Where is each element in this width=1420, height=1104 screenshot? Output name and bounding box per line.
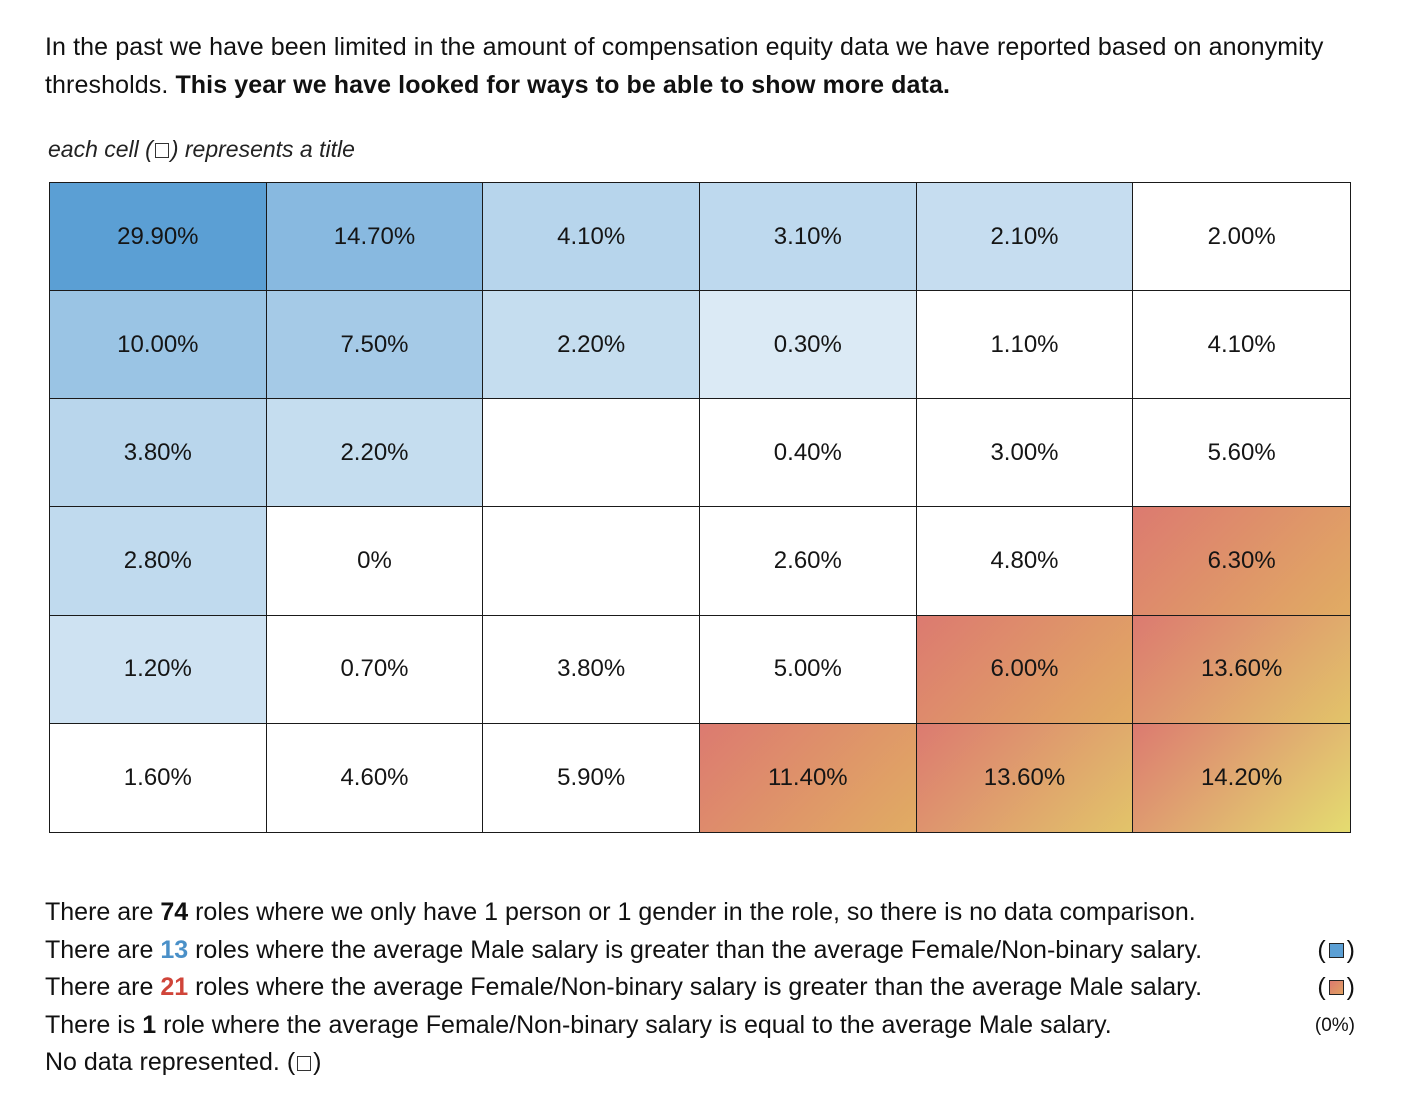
intro-bold-text: This year we have looked for ways to be … bbox=[175, 71, 951, 99]
legend-paren: ) bbox=[1346, 973, 1355, 1001]
legend-paren: ( bbox=[1317, 973, 1326, 1001]
heatmap-cell: 13.60% bbox=[916, 723, 1134, 832]
red-orange-swatch-icon bbox=[1328, 980, 1344, 996]
summary-text: There is bbox=[45, 1010, 143, 1039]
heatmap-cell: 4.80% bbox=[916, 507, 1134, 616]
heatmap-cell: 3.80% bbox=[50, 399, 267, 508]
heatmap-cell: 4.10% bbox=[483, 183, 700, 292]
heatmap-cell: 2.60% bbox=[700, 507, 917, 616]
heatmap-cell: 5.00% bbox=[700, 615, 917, 724]
summary-text: roles where the average Female/Non-binar… bbox=[188, 973, 1203, 1001]
heatmap-cell: 4.10% bbox=[1133, 291, 1350, 400]
heatmap-cell: 2.00% bbox=[1133, 183, 1350, 292]
heatmap-cell bbox=[483, 399, 700, 508]
grid-caption: each cell ( ) represents a title bbox=[48, 136, 355, 163]
empty-cell-icon bbox=[297, 1056, 312, 1071]
heatmap-cell: 2.20% bbox=[483, 291, 700, 400]
caption-after: ) represents a title bbox=[170, 136, 355, 162]
intro-paragraph: In the past we have been limited in the … bbox=[45, 28, 1385, 104]
heatmap-cell: 14.70% bbox=[266, 183, 484, 292]
heatmap-cell: 2.20% bbox=[266, 399, 484, 508]
summary-line-female-greater: There are 21 roles where the average Fem… bbox=[45, 969, 1355, 1007]
summary-line-male-greater: There are 13 roles where the average Mal… bbox=[45, 932, 1355, 970]
summary-text: There are bbox=[45, 973, 161, 1001]
summary-text: There are bbox=[45, 935, 161, 964]
heatmap-cell: 3.80% bbox=[483, 615, 700, 724]
summary-text: No data represented. ( bbox=[45, 1048, 296, 1076]
heatmap-cell: 1.60% bbox=[50, 723, 267, 832]
heatmap-cell: 0.40% bbox=[700, 399, 917, 508]
heatmap-cell: 13.60% bbox=[1133, 615, 1350, 724]
summary-text: roles where the average Male salary is g… bbox=[188, 935, 1203, 964]
count-male-greater: 13 bbox=[160, 935, 189, 964]
heatmap-cell: 1.10% bbox=[916, 291, 1134, 400]
legend-male: () bbox=[1317, 932, 1355, 970]
heatmap-cell: 4.60% bbox=[267, 723, 484, 832]
heatmap-cell: 7.50% bbox=[266, 291, 484, 400]
heatmap-cell: 14.20% bbox=[1133, 723, 1350, 832]
count-equal: 1 bbox=[142, 1010, 157, 1039]
heatmap-grid: 29.90% 14.70% 4.10% 3.10% 2.10% 2.00% 10.00% 7.… bbox=[49, 182, 1351, 833]
heatmap-cell: 10.00% bbox=[50, 291, 267, 400]
summary-text: There are bbox=[45, 898, 161, 926]
heatmap-cell: 2.10% bbox=[916, 183, 1134, 292]
legend-paren: ) bbox=[1346, 935, 1355, 964]
intro-text: In the past we have been limited in the … bbox=[45, 33, 1324, 99]
heatmap-cell: 1.20% bbox=[50, 615, 267, 724]
legend-equal: (0%) bbox=[1314, 1014, 1355, 1036]
heatmap-cell: 11.40% bbox=[700, 723, 917, 832]
summary-text: ) bbox=[313, 1048, 322, 1076]
blue-swatch-icon bbox=[1328, 942, 1344, 958]
heatmap-cell: 3.00% bbox=[916, 399, 1134, 508]
count-no-comparison: 74 bbox=[160, 898, 189, 926]
heatmap-cell: 6.00% bbox=[916, 615, 1134, 724]
summary-line-no-comparison: There are 74 roles where we only have 1 … bbox=[45, 894, 1355, 932]
heatmap-cell: 5.90% bbox=[483, 723, 700, 832]
summary-line-equal: There is 1 role where the average Female… bbox=[45, 1007, 1355, 1045]
legend-paren: ( bbox=[1317, 935, 1326, 964]
caption-before: each cell ( bbox=[48, 136, 153, 162]
heatmap-cell: 5.60% bbox=[1133, 399, 1350, 508]
summary-line-no-data: No data represented. () bbox=[45, 1044, 1355, 1082]
heatmap-cell: 3.10% bbox=[700, 183, 917, 292]
summary: There are 74 roles where we only have 1 … bbox=[45, 894, 1355, 1082]
heatmap-cell: 29.90% bbox=[50, 183, 267, 292]
legend-female: () bbox=[1317, 969, 1355, 1007]
summary-text: roles where we only have 1 person or 1 g… bbox=[188, 898, 1196, 926]
heatmap-cell: 0.70% bbox=[266, 615, 484, 724]
empty-cell-icon bbox=[154, 143, 169, 158]
heatmap-cell bbox=[483, 507, 700, 616]
heatmap-cell: 6.30% bbox=[1133, 507, 1350, 616]
heatmap-cell: 2.80% bbox=[50, 507, 267, 616]
summary-text: role where the average Female/Non-binary… bbox=[156, 1010, 1112, 1039]
heatmap-cell: 0% bbox=[266, 507, 484, 616]
heatmap-cell: 0.30% bbox=[700, 291, 917, 400]
count-female-greater: 21 bbox=[160, 973, 189, 1001]
